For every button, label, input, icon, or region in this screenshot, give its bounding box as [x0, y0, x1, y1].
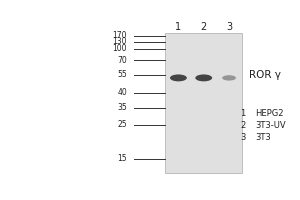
Bar — [165, 33, 242, 173]
Text: 3: 3 — [226, 22, 232, 32]
Text: 2: 2 — [201, 22, 207, 32]
Text: ROR γ: ROR γ — [249, 70, 281, 80]
Ellipse shape — [222, 75, 236, 81]
Text: 15: 15 — [117, 154, 127, 163]
Text: 130: 130 — [112, 37, 127, 46]
Text: 3T3: 3T3 — [255, 133, 271, 142]
Text: 100: 100 — [112, 44, 127, 53]
Text: 70: 70 — [117, 56, 127, 65]
Text: 25: 25 — [117, 120, 127, 129]
Text: 35: 35 — [117, 103, 127, 112]
Text: 55: 55 — [117, 70, 127, 79]
Text: 3: 3 — [240, 133, 246, 142]
Text: 170: 170 — [112, 31, 127, 40]
Text: 3T3-UV: 3T3-UV — [255, 121, 286, 130]
Text: 2: 2 — [240, 121, 246, 130]
Ellipse shape — [170, 74, 187, 81]
Text: HEPG2: HEPG2 — [255, 109, 284, 118]
Text: 40: 40 — [117, 88, 127, 97]
Text: 1: 1 — [240, 109, 246, 118]
Text: 1: 1 — [176, 22, 182, 32]
Ellipse shape — [195, 74, 212, 81]
